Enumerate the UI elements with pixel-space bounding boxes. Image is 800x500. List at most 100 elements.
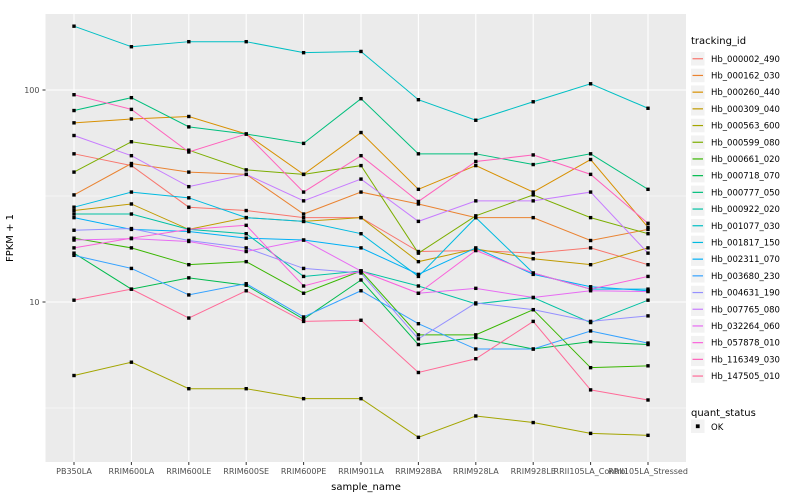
data-point xyxy=(588,365,593,370)
data-point xyxy=(474,286,478,291)
data-point xyxy=(416,337,421,341)
data-point xyxy=(416,152,421,156)
data-point xyxy=(129,246,134,250)
x-tick-label: RRII105LA_Control xyxy=(554,467,628,476)
data-point xyxy=(359,271,363,275)
data-point xyxy=(72,193,76,197)
data-point xyxy=(359,49,363,54)
data-point xyxy=(72,246,76,250)
data-point xyxy=(416,219,421,224)
y-axis-title: FPKM + 1 xyxy=(5,214,16,262)
data-point xyxy=(531,153,535,157)
legend-item-label: Hb_000309_040 xyxy=(711,105,780,115)
data-point xyxy=(72,215,76,220)
x-tick-label: RRIM928LE xyxy=(511,467,556,476)
y-tick-label: 10 xyxy=(29,298,39,307)
data-point xyxy=(416,333,421,337)
data-point xyxy=(301,215,306,220)
data-point xyxy=(359,215,363,220)
data-point xyxy=(359,278,363,282)
data-point xyxy=(474,152,478,156)
data-point xyxy=(531,307,535,312)
data-point xyxy=(301,291,306,295)
data-point xyxy=(359,246,363,250)
legend-item-label: Hb_000162_030 xyxy=(711,71,780,81)
data-point xyxy=(588,319,593,324)
data-point xyxy=(301,172,306,177)
data-point xyxy=(129,226,134,231)
data-point xyxy=(474,301,478,305)
plot-panel xyxy=(45,14,686,462)
legend-item-label: Hb_116349_030 xyxy=(711,355,780,365)
data-point xyxy=(416,342,421,347)
data-point xyxy=(474,414,478,418)
data-point xyxy=(646,262,650,267)
axes: 10 100 PB350LA RRIM600LA RRIM600LE RRIM600SE R… xyxy=(24,86,688,476)
data-point xyxy=(244,132,248,136)
data-point xyxy=(301,274,306,279)
legend-item-Hb_007765_080: Hb_007765_080 xyxy=(691,302,780,316)
legend-item-Hb_000563_600: Hb_000563_600 xyxy=(691,118,780,133)
data-point xyxy=(646,225,650,230)
x-tick-label: RRIM600PE xyxy=(281,467,327,476)
data-point xyxy=(301,266,306,271)
data-point xyxy=(474,118,478,122)
data-point xyxy=(474,199,478,203)
data-point xyxy=(474,335,478,340)
legend-item-Hb_000661_020: Hb_000661_020 xyxy=(691,152,780,166)
legend-item-Hb_000777_050: Hb_000777_050 xyxy=(691,185,780,200)
x-tick-label: PB350LA xyxy=(56,467,92,476)
data-point xyxy=(646,398,650,402)
data-point xyxy=(416,98,421,102)
data-point xyxy=(72,121,76,125)
data-point xyxy=(474,163,478,168)
data-point xyxy=(416,202,421,206)
data-point xyxy=(474,357,478,361)
data-point xyxy=(187,170,191,174)
data-point xyxy=(129,212,134,216)
x-tick-label: RRIM901LA xyxy=(338,467,384,476)
data-point xyxy=(301,219,306,224)
data-point xyxy=(301,284,306,288)
data-point xyxy=(531,251,535,255)
legend-item-label: Hb_002311_070 xyxy=(711,255,780,265)
data-point xyxy=(646,364,650,368)
data-point xyxy=(187,125,191,129)
data-point xyxy=(588,329,593,333)
data-point xyxy=(72,251,76,255)
data-point xyxy=(531,199,535,203)
data-point xyxy=(72,236,76,240)
data-point xyxy=(646,231,650,236)
data-point xyxy=(301,315,306,319)
data-point xyxy=(129,190,134,194)
data-point xyxy=(129,45,134,49)
data-point xyxy=(359,396,363,401)
data-point xyxy=(531,190,535,194)
data-point xyxy=(646,251,650,255)
data-point xyxy=(588,339,593,344)
data-point xyxy=(588,285,593,289)
data-point xyxy=(359,190,363,194)
data-point xyxy=(416,272,421,277)
data-point xyxy=(646,298,650,302)
x-tick-label: RRIM600LE xyxy=(166,467,211,476)
data-point xyxy=(129,95,134,100)
data-point xyxy=(531,257,535,261)
data-point xyxy=(531,420,535,425)
data-point xyxy=(359,96,363,101)
data-point xyxy=(301,317,306,321)
data-point xyxy=(359,163,363,168)
data-point xyxy=(531,347,535,351)
data-point xyxy=(588,152,593,156)
data-point xyxy=(359,231,363,236)
data-point xyxy=(531,319,535,324)
legend-item-label: Hb_000260_440 xyxy=(711,88,780,98)
data-point xyxy=(129,163,134,168)
data-point xyxy=(244,259,248,264)
data-point xyxy=(129,202,134,206)
data-point xyxy=(244,168,248,172)
data-point xyxy=(187,262,191,267)
x-tick-label: RRIM928LA xyxy=(453,467,499,476)
